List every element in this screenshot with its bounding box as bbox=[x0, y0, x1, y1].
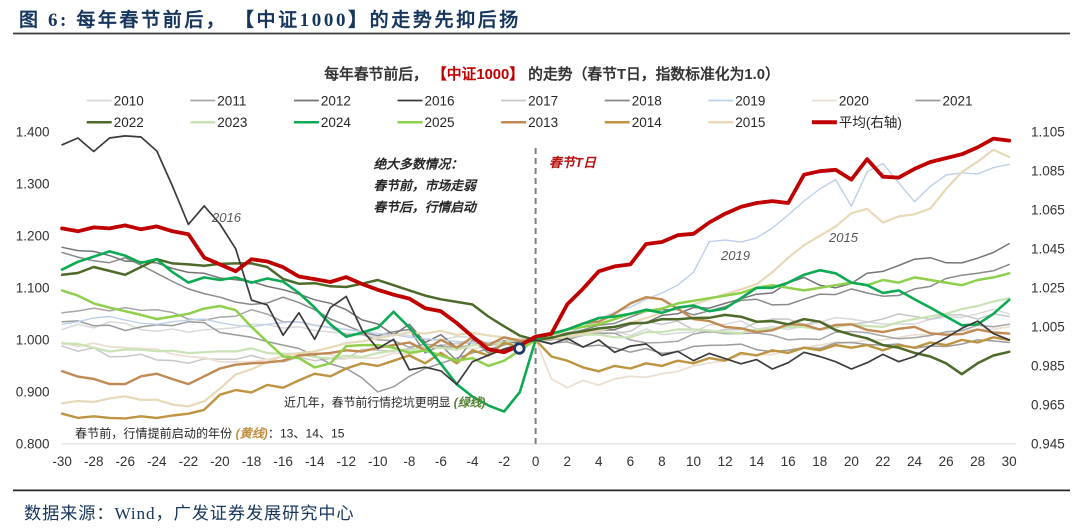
svg-text:14: 14 bbox=[749, 454, 765, 469]
svg-text:2015: 2015 bbox=[828, 230, 859, 245]
svg-text:1.000: 1.000 bbox=[16, 333, 50, 348]
svg-text:-10: -10 bbox=[368, 454, 388, 469]
svg-text:20: 20 bbox=[844, 454, 859, 469]
svg-text:28: 28 bbox=[970, 454, 985, 469]
svg-text:2015: 2015 bbox=[735, 115, 765, 130]
svg-text:-14: -14 bbox=[305, 454, 325, 469]
svg-text:0: 0 bbox=[532, 454, 540, 469]
svg-text:26: 26 bbox=[939, 454, 954, 469]
svg-text:10: 10 bbox=[686, 454, 701, 469]
svg-text:2025: 2025 bbox=[425, 115, 455, 130]
svg-text:春节前，行情提前启动的年份 (黄线)：13、14、15: 春节前，行情提前启动的年份 (黄线)：13、14、15 bbox=[75, 426, 345, 441]
svg-text:2018: 2018 bbox=[632, 93, 662, 108]
svg-text:春节T日: 春节T日 bbox=[549, 155, 597, 170]
svg-text:2021: 2021 bbox=[943, 93, 973, 108]
svg-text:2012: 2012 bbox=[321, 93, 351, 108]
svg-text:0.945: 0.945 bbox=[1031, 437, 1065, 452]
svg-text:24: 24 bbox=[907, 454, 923, 469]
svg-text:春节前，市场走弱: 春节前，市场走弱 bbox=[374, 178, 479, 193]
svg-text:春节后，行情启动: 春节后，行情启动 bbox=[374, 200, 479, 215]
svg-text:1.025: 1.025 bbox=[1031, 281, 1065, 296]
svg-text:-26: -26 bbox=[115, 454, 135, 469]
svg-text:近几年，春节前行情挖坑更明显 (绿线): 近几年，春节前行情挖坑更明显 (绿线) bbox=[284, 396, 486, 410]
svg-text:-16: -16 bbox=[273, 454, 293, 469]
svg-text:数据来源：Wind，广发证券发展研究中心: 数据来源：Wind，广发证券发展研究中心 bbox=[24, 504, 355, 523]
svg-text:-4: -4 bbox=[466, 454, 478, 469]
svg-text:-2: -2 bbox=[498, 454, 510, 469]
svg-text:2023: 2023 bbox=[217, 115, 247, 130]
svg-text:0.985: 0.985 bbox=[1031, 359, 1065, 374]
svg-text:12: 12 bbox=[718, 454, 733, 469]
svg-text:-12: -12 bbox=[336, 454, 356, 469]
svg-text:2013: 2013 bbox=[528, 115, 558, 130]
svg-text:-28: -28 bbox=[84, 454, 104, 469]
svg-text:16: 16 bbox=[781, 454, 796, 469]
svg-text:2017: 2017 bbox=[528, 93, 558, 108]
svg-text:-20: -20 bbox=[210, 454, 230, 469]
svg-text:0.965: 0.965 bbox=[1031, 398, 1065, 413]
svg-text:1.105: 1.105 bbox=[1031, 125, 1065, 140]
svg-text:2020: 2020 bbox=[839, 93, 869, 108]
svg-text:2016: 2016 bbox=[425, 93, 455, 108]
svg-text:2014: 2014 bbox=[632, 115, 663, 130]
svg-text:图 6: 每年春节前后， 【中证1000】的走势先抑后扬: 图 6: 每年春节前后， 【中证1000】的走势先抑后扬 bbox=[19, 8, 521, 31]
svg-text:2024: 2024 bbox=[321, 115, 352, 130]
svg-text:-8: -8 bbox=[403, 454, 415, 469]
svg-text:绝大多数情况：: 绝大多数情况： bbox=[374, 157, 464, 172]
svg-text:0.900: 0.900 bbox=[16, 385, 50, 400]
svg-text:1.045: 1.045 bbox=[1031, 242, 1065, 257]
svg-text:18: 18 bbox=[812, 454, 827, 469]
svg-text:1.065: 1.065 bbox=[1031, 203, 1065, 218]
svg-text:22: 22 bbox=[875, 454, 890, 469]
svg-text:1.100: 1.100 bbox=[16, 281, 50, 296]
svg-text:平均(右轴): 平均(右轴) bbox=[839, 115, 902, 130]
svg-text:-30: -30 bbox=[52, 454, 72, 469]
svg-text:1.200: 1.200 bbox=[16, 229, 50, 244]
svg-text:2016: 2016 bbox=[211, 210, 242, 225]
svg-text:2022: 2022 bbox=[114, 115, 144, 130]
svg-text:-18: -18 bbox=[242, 454, 262, 469]
svg-text:30: 30 bbox=[1002, 454, 1017, 469]
svg-text:2010: 2010 bbox=[114, 93, 144, 108]
svg-text:1.085: 1.085 bbox=[1031, 164, 1065, 179]
svg-text:0.800: 0.800 bbox=[16, 437, 50, 452]
svg-text:-24: -24 bbox=[147, 454, 167, 469]
svg-text:-22: -22 bbox=[179, 454, 199, 469]
svg-text:2: 2 bbox=[563, 454, 571, 469]
svg-text:1.005: 1.005 bbox=[1031, 320, 1065, 335]
svg-text:6: 6 bbox=[627, 454, 635, 469]
svg-text:每年春节前后， 【中证1000】 的走势（春节T日，指数标准: 每年春节前后， 【中证1000】 的走势（春节T日，指数标准化为1.0） bbox=[324, 65, 780, 83]
svg-text:1.300: 1.300 bbox=[16, 177, 50, 192]
svg-text:-6: -6 bbox=[435, 454, 447, 469]
svg-text:4: 4 bbox=[595, 454, 603, 469]
svg-text:1.400: 1.400 bbox=[16, 125, 50, 140]
svg-text:2019: 2019 bbox=[735, 93, 765, 108]
svg-text:2011: 2011 bbox=[217, 93, 246, 108]
svg-text:2019: 2019 bbox=[720, 248, 750, 263]
svg-text:8: 8 bbox=[658, 454, 666, 469]
